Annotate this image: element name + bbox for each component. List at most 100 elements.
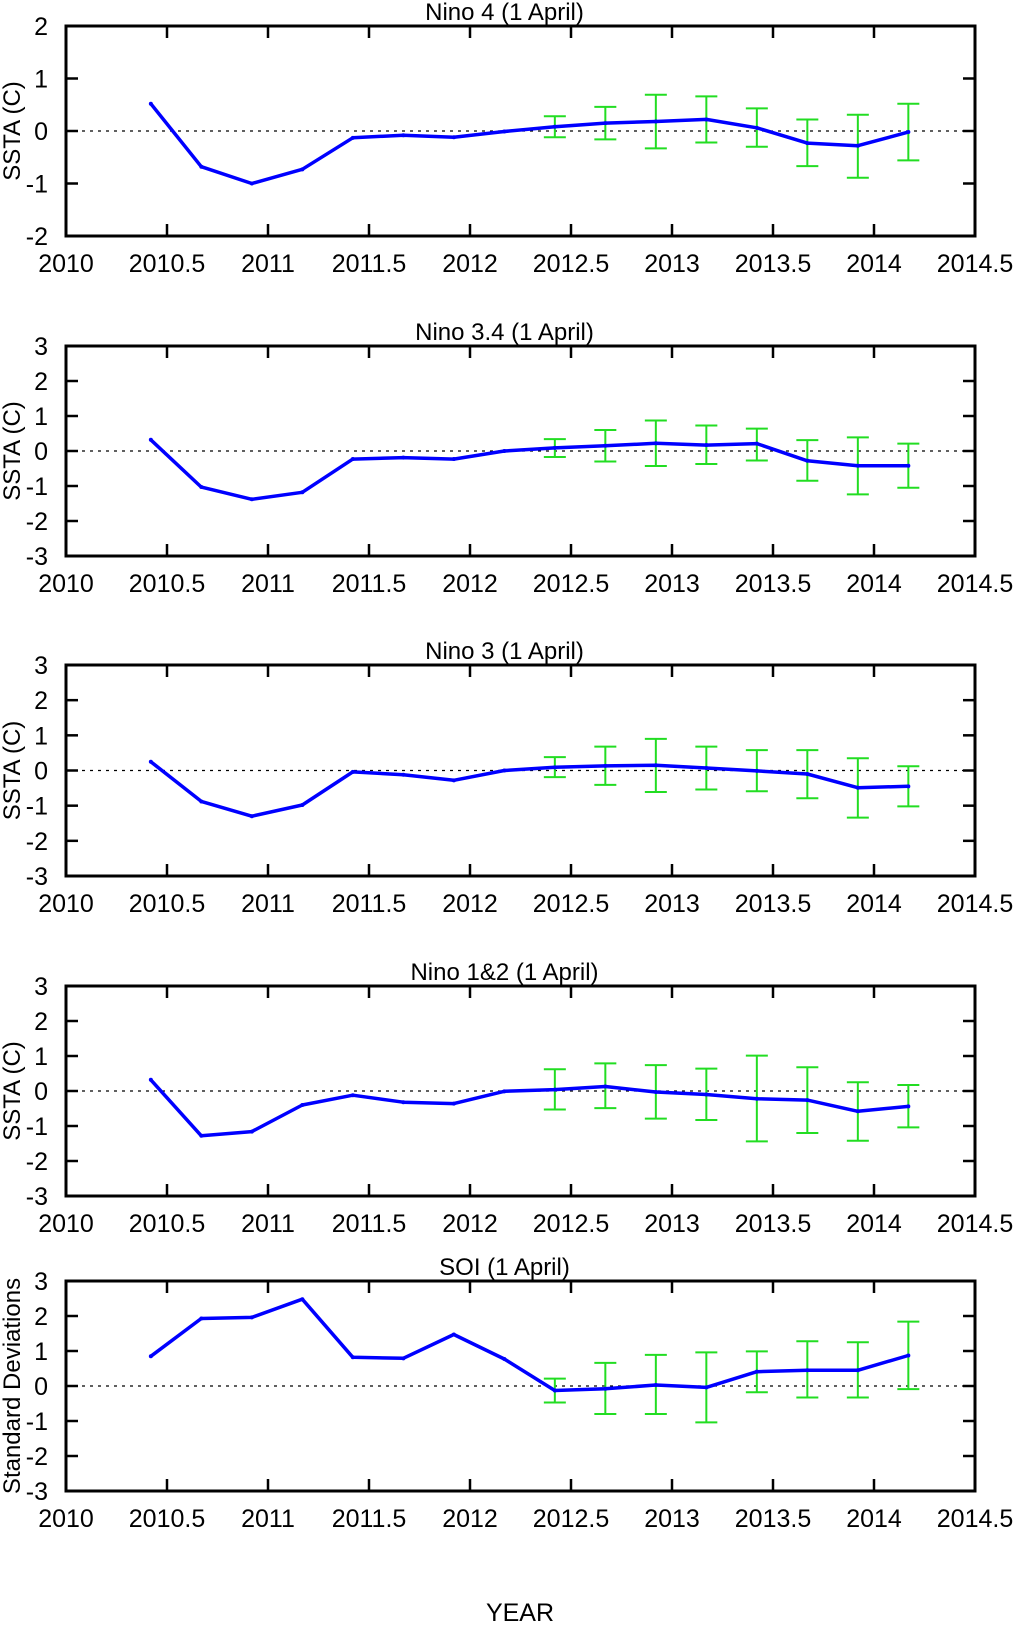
series-line — [149, 1297, 909, 1393]
x-tick-label: 2011.5 — [332, 1505, 407, 1533]
data-point — [805, 772, 810, 777]
series-line — [149, 760, 909, 818]
x-axis-title: YEAR — [486, 1599, 554, 1627]
data-point — [603, 121, 608, 126]
y-tick-label: 2 — [34, 687, 48, 715]
data-point — [350, 1093, 355, 1098]
x-tick-label: 2011 — [241, 1505, 295, 1533]
x-tick-label: 2012 — [442, 570, 498, 598]
y-tick-label: 3 — [34, 652, 48, 680]
y-axis-title: SSTA (C) — [0, 401, 26, 501]
x-tick-label: 2013.5 — [735, 250, 811, 278]
y-tick-label: 0 — [34, 118, 48, 146]
x-tick-label: 2014 — [846, 250, 902, 278]
y-tick-label: 1 — [34, 1043, 48, 1071]
chart-panel-4: 2010 2010.5 2011 2011.5 2012 2012.5 2013 2013.5… — [0, 959, 1013, 1238]
data-point — [552, 1388, 557, 1393]
data-point — [401, 1100, 406, 1105]
x-tick-label: 2011.5 — [332, 1210, 407, 1238]
data-point — [249, 1315, 254, 1320]
chart-panel-5: 2010 2010.5 2011 2011.5 2012 2012.5 2013 2013.5… — [0, 1254, 1013, 1533]
y-tick-label: 3 — [34, 333, 48, 361]
data-point — [401, 455, 406, 460]
y-tick-label: 0 — [34, 758, 48, 786]
data-point — [148, 1077, 153, 1082]
data-point — [855, 1368, 860, 1373]
x-tick-label: 2012 — [442, 250, 498, 278]
data-point — [401, 133, 406, 138]
data-point — [855, 1109, 860, 1114]
x-tick-label: 2014.5 — [937, 1505, 1013, 1533]
x-tick-label: 2011 — [241, 250, 295, 278]
data-point — [148, 437, 153, 442]
chart-panel-1: 2010 2010.5 2011 2011.5 2012 2012.5 2013 2013.5… — [0, 0, 1013, 278]
x-tick-label: 2014.5 — [937, 890, 1013, 918]
panel-title: Nino 3.4 (1 April) — [415, 319, 594, 346]
data-point — [502, 1357, 507, 1362]
data-point — [754, 125, 759, 130]
chart-panel-3: 2010 2010.5 2011 2011.5 2012 2012.5 2013 2013.5… — [0, 638, 1013, 918]
data-point — [704, 766, 709, 771]
data-point — [805, 1098, 810, 1103]
data-point — [350, 769, 355, 774]
data-point — [300, 1103, 305, 1107]
series-line — [149, 102, 909, 186]
data-point — [754, 768, 759, 773]
y-tick-label: 2 — [34, 1303, 48, 1331]
data-point — [300, 167, 305, 172]
data-point — [502, 449, 507, 453]
data-point — [855, 785, 860, 790]
data-point — [148, 759, 153, 764]
series-line — [149, 438, 909, 502]
x-tick-label: 2013.5 — [735, 1505, 811, 1533]
data-point — [805, 1368, 810, 1373]
y-tick-label: -1 — [26, 1113, 48, 1141]
data-point — [199, 1316, 204, 1321]
x-tick-label: 2014 — [846, 1210, 902, 1238]
x-tick-label: 2012.5 — [533, 1210, 609, 1238]
y-tick-label: 0 — [34, 1078, 48, 1106]
data-point — [603, 1084, 608, 1089]
data-point — [451, 1101, 456, 1106]
x-tick-label: 2014.5 — [937, 570, 1013, 598]
x-tick-label: 2011 — [241, 890, 295, 918]
y-tick-label: -2 — [26, 508, 48, 536]
y-tick-label: 2 — [34, 13, 48, 41]
data-point — [249, 497, 254, 502]
x-tick-label: 2011 — [241, 1210, 295, 1238]
data-point — [906, 130, 911, 135]
y-tick-label: -1 — [26, 793, 48, 821]
data-point — [653, 1090, 658, 1095]
x-tick-label: 2010.5 — [129, 890, 205, 918]
data-point — [451, 457, 456, 462]
data-point — [653, 763, 658, 768]
y-tick-label: -1 — [26, 473, 48, 501]
x-tick-label: 2013.5 — [735, 1210, 811, 1238]
data-point — [855, 143, 860, 148]
x-tick-label: 2011.5 — [332, 250, 407, 278]
y-tick-label: -3 — [26, 1478, 48, 1506]
y-tick-label: 1 — [34, 722, 48, 750]
x-tick-label: 2013 — [644, 890, 700, 918]
data-point — [754, 441, 759, 446]
data-point — [502, 1089, 507, 1094]
data-point — [249, 181, 254, 186]
x-tick-label: 2010 — [38, 1505, 94, 1533]
data-point — [300, 1297, 305, 1302]
chart-panel-2: 2010 2010.5 2011 2011.5 2012 2012.5 2013 2013.5… — [0, 319, 1013, 598]
x-tick-label: 2010.5 — [129, 1505, 205, 1533]
data-point — [552, 445, 557, 450]
x-tick-label: 2011.5 — [332, 570, 407, 598]
data-point — [906, 463, 911, 468]
data-point — [552, 124, 557, 129]
data-point — [754, 1369, 759, 1374]
data-point — [805, 141, 810, 146]
x-tick-label: 2011.5 — [332, 890, 407, 918]
data-point — [754, 1096, 759, 1101]
x-tick-label: 2012 — [442, 1210, 498, 1238]
data-point — [653, 1382, 658, 1387]
x-tick-label: 2012.5 — [533, 1505, 609, 1533]
data-point — [906, 1104, 911, 1109]
data-point — [350, 135, 355, 140]
